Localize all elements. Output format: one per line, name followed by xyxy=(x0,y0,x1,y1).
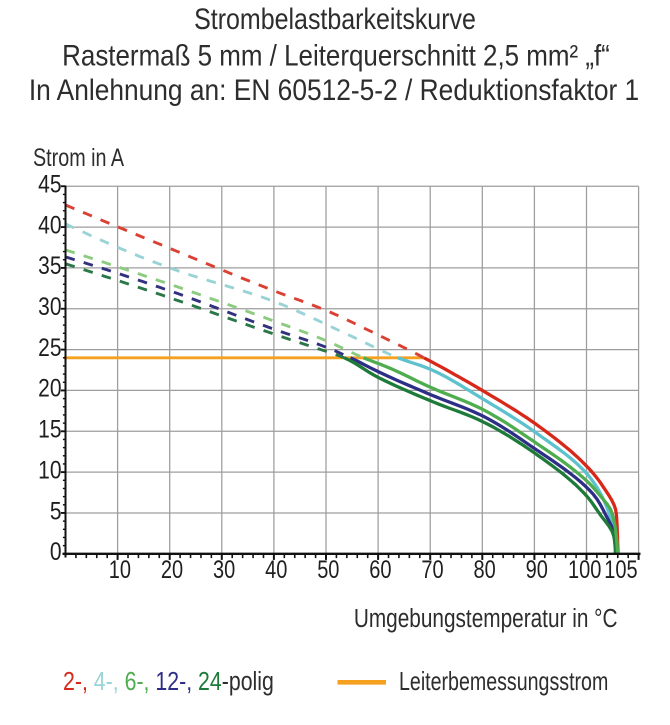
svg-text:50: 50 xyxy=(317,556,339,584)
svg-text:30: 30 xyxy=(38,292,61,320)
svg-text:10: 10 xyxy=(38,456,61,484)
svg-text:30: 30 xyxy=(213,556,235,584)
svg-text:70: 70 xyxy=(421,556,443,584)
svg-text:Strombelastbarkeitskurve: Strombelastbarkeitskurve xyxy=(194,2,476,36)
svg-text:15: 15 xyxy=(38,415,61,443)
svg-text:45: 45 xyxy=(38,170,61,198)
svg-text:10: 10 xyxy=(109,556,131,584)
svg-text:0: 0 xyxy=(50,537,62,565)
svg-text:In Anlehnung an: EN 60512-5-2: In Anlehnung an: EN 60512-5-2 / Reduktio… xyxy=(29,72,639,106)
svg-text:Leiterbemessungsstrom: Leiterbemessungsstrom xyxy=(399,666,608,695)
svg-text:Rastermaß 5 mm / Leiterquersch: Rastermaß 5 mm / Leiterquerschnitt 2,5 m… xyxy=(62,39,610,72)
svg-text:20: 20 xyxy=(38,374,61,402)
svg-text:90: 90 xyxy=(526,556,548,584)
svg-text:100: 100 xyxy=(568,556,601,584)
svg-text:60: 60 xyxy=(369,556,391,584)
svg-text:5: 5 xyxy=(50,497,62,525)
svg-text:Umgebungstemperatur in °C: Umgebungstemperatur in °C xyxy=(354,604,618,633)
svg-text:25: 25 xyxy=(38,333,61,361)
svg-text:Strom in A: Strom in A xyxy=(33,144,124,172)
svg-text:40: 40 xyxy=(38,211,61,239)
svg-text:2-, 4-, 6-, 12-, 24-polig: 2-, 4-, 6-, 12-, 24-polig xyxy=(63,667,274,697)
svg-text:40: 40 xyxy=(265,556,287,584)
svg-text:35: 35 xyxy=(38,251,61,279)
svg-text:20: 20 xyxy=(161,556,183,584)
svg-text:105: 105 xyxy=(604,556,637,584)
svg-text:80: 80 xyxy=(473,556,495,584)
